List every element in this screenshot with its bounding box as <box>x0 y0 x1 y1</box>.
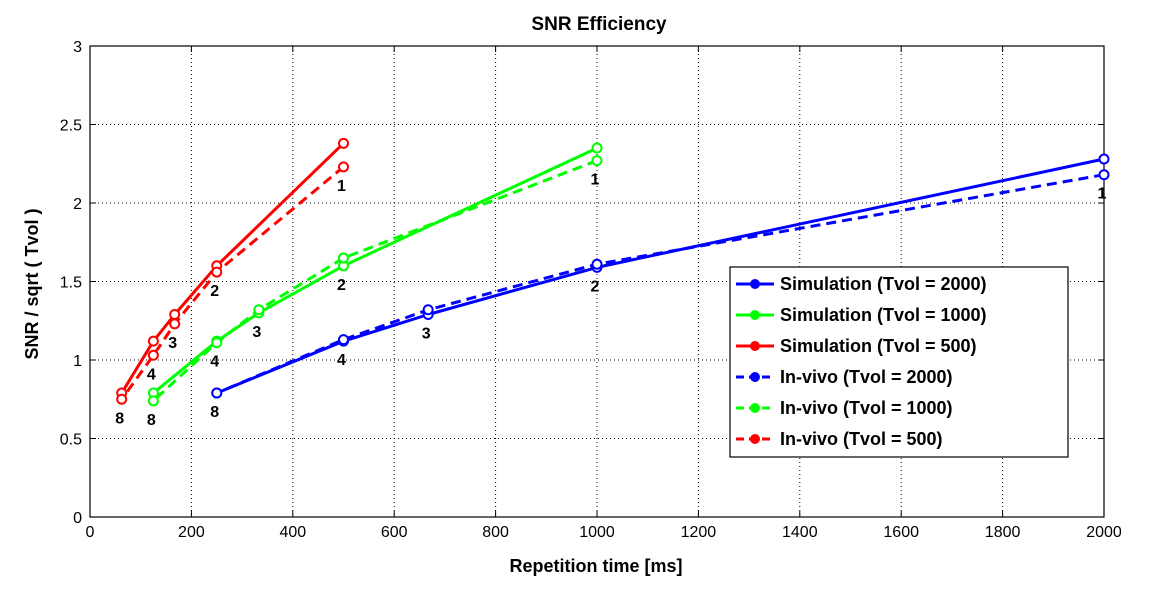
data-point <box>591 155 603 167</box>
y-tick-label: 1.5 <box>60 275 82 292</box>
data-point <box>147 395 159 407</box>
legend: Simulation (Tvol = 2000) Simulation (Tvol… <box>729 266 1069 458</box>
legend-entry: Simulation (Tvol = 2000) <box>780 274 987 294</box>
data-point <box>147 335 159 347</box>
data-point <box>338 137 349 149</box>
x-tick-label: 1800 <box>985 524 1021 541</box>
legend-entry: In-vivo (Tvol = 2000) <box>780 367 953 387</box>
y-tick-label: 0 <box>73 510 82 527</box>
point-label: 4 <box>337 352 346 369</box>
point-label: 3 <box>168 335 177 352</box>
legend-box <box>729 266 1069 458</box>
legend-entry: Simulation (Tvol = 1000) <box>780 305 987 325</box>
data-point <box>253 304 265 316</box>
point-label: 4 <box>210 354 219 371</box>
data-point <box>422 304 434 316</box>
x-tick-label: 200 <box>178 524 205 541</box>
data-point <box>211 337 223 349</box>
point-label: 8 <box>210 404 219 421</box>
data-point <box>591 258 603 270</box>
point-label: 3 <box>422 325 431 342</box>
point-label: 1 <box>591 172 600 189</box>
x-tick-label: 1400 <box>782 524 818 541</box>
legend-entry: In-vivo (Tvol = 500) <box>780 429 943 449</box>
y-axis-label: SNR / sqrt ( Tvol ) <box>22 208 42 359</box>
legend-entry: Simulation (Tvol = 500) <box>780 336 977 356</box>
y-tick-label: 1 <box>73 353 82 370</box>
data-point <box>1098 169 1110 181</box>
y-tick-label: 3 <box>73 39 82 56</box>
data-point <box>1098 153 1110 165</box>
x-tick-label: 400 <box>279 524 306 541</box>
point-label: 8 <box>147 412 156 429</box>
point-label: 1 <box>337 178 346 195</box>
x-tick-label: 2000 <box>1086 524 1122 541</box>
axes: 0 200 400 600 800 1000 1200 1400 1600 1800 2000 0 0.… <box>60 39 1122 541</box>
data-point <box>169 308 181 320</box>
x-tick-label: 0 <box>86 524 95 541</box>
x-tick-label: 1000 <box>579 524 615 541</box>
point-label: 4 <box>147 366 156 383</box>
x-tick-label: 800 <box>482 524 509 541</box>
series-layer <box>116 137 1110 407</box>
data-point <box>169 318 181 330</box>
legend-marker <box>750 434 760 444</box>
y-tick-label: 0.5 <box>60 432 82 449</box>
data-point <box>338 252 349 264</box>
data-point <box>211 266 223 278</box>
legend-marker <box>750 372 760 382</box>
x-tick-label: 600 <box>381 524 408 541</box>
point-label: 2 <box>210 283 219 300</box>
chart-title: SNR Efficiency <box>531 14 667 35</box>
legend-marker <box>750 403 760 413</box>
legend-marker <box>750 279 760 289</box>
y-tick-label: 2.5 <box>60 118 82 135</box>
point-label: 2 <box>337 277 346 294</box>
legend-entry: In-vivo (Tvol = 1000) <box>780 398 953 418</box>
data-point <box>338 161 349 173</box>
x-tick-label: 1200 <box>681 524 717 541</box>
data-point <box>147 349 159 361</box>
point-label: 1 <box>1098 186 1107 203</box>
legend-marker <box>750 310 760 320</box>
data-point <box>591 142 603 154</box>
y-tick-label: 2 <box>73 196 82 213</box>
x-tick-label: 1600 <box>883 524 919 541</box>
x-axis-label: Repetition time [ms] <box>509 556 682 576</box>
data-point <box>211 387 223 399</box>
data-point <box>116 393 128 405</box>
legend-marker <box>750 341 760 351</box>
data-point <box>338 334 349 346</box>
point-label: 8 <box>115 410 124 427</box>
point-label: 2 <box>591 278 600 295</box>
point-label: 3 <box>252 324 261 341</box>
